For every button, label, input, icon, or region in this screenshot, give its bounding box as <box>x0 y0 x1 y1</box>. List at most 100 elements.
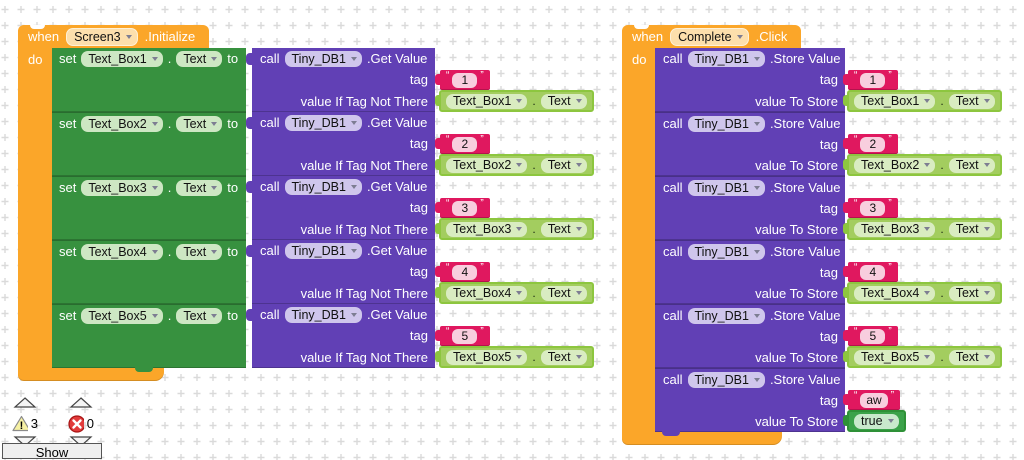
text-string-block[interactable]: “ 3 ” <box>843 198 898 218</box>
string-value[interactable]: 1 <box>860 72 886 88</box>
warnings-down-arrow[interactable] <box>13 436 37 447</box>
property-dropdown[interactable]: Text <box>176 243 223 260</box>
getter-component-dropdown[interactable]: Text_Box3 <box>446 221 528 237</box>
text-string-block[interactable]: “ 2 ” <box>843 134 898 154</box>
getter-property-dropdown[interactable]: Text <box>948 157 995 173</box>
component-dropdown[interactable]: Text_Box5 <box>81 307 163 324</box>
set-property-block[interactable]: set Text_Box2 . Text to <box>52 112 246 176</box>
getter-block[interactable]: Text_Box4 . Text <box>843 282 1002 304</box>
tinydb-getvalue-block[interactable]: call Tiny_DB1 .Get Value tag value If Ta… <box>246 48 435 112</box>
tinydb-getvalue-block[interactable]: call Tiny_DB1 .Get Value tag value If Ta… <box>246 112 435 176</box>
tinydb-dropdown[interactable]: Tiny_DB1 <box>284 178 362 195</box>
tinydb-dropdown[interactable]: Tiny_DB1 <box>284 306 362 323</box>
tinydb-storevalue-block[interactable]: call Tiny_DB1 .Store Value tag value To … <box>655 112 845 176</box>
component-dropdown[interactable]: Text_Box1 <box>81 50 163 67</box>
tinydb-storevalue-block[interactable]: call Tiny_DB1 .Store Value tag value To … <box>655 368 845 432</box>
getter-block[interactable]: Text_Box4 . Text <box>435 282 594 304</box>
tinydb-dropdown[interactable]: Tiny_DB1 <box>687 50 765 67</box>
component-dropdown[interactable]: Text_Box4 <box>81 243 163 260</box>
getter-component-dropdown[interactable]: Text_Box3 <box>854 221 936 237</box>
text-string-block[interactable]: “ 1 ” <box>843 70 898 90</box>
tinydb-dropdown[interactable]: Tiny_DB1 <box>687 115 765 132</box>
getter-property-dropdown[interactable]: Text <box>948 285 995 301</box>
string-value[interactable]: 1 <box>452 72 478 88</box>
tinydb-getvalue-block[interactable]: call Tiny_DB1 .Get Value tag value If Ta… <box>246 304 435 368</box>
component-dropdown[interactable]: Text_Box3 <box>81 179 163 196</box>
errors-down-arrow[interactable] <box>69 436 93 447</box>
getter-block[interactable]: Text_Box5 . Text <box>435 346 594 368</box>
boolean-dropdown[interactable]: true <box>854 413 899 429</box>
string-value[interactable]: 3 <box>860 200 886 216</box>
text-string-block[interactable]: “ aw ” <box>842 390 901 410</box>
string-value[interactable]: 5 <box>860 328 886 344</box>
getter-block[interactable]: Text_Box2 . Text <box>435 154 594 176</box>
tinydb-storevalue-block[interactable]: call Tiny_DB1 .Store Value tag value To … <box>655 304 845 368</box>
errors-up-arrow[interactable] <box>69 397 93 408</box>
text-string-block[interactable]: “ 2 ” <box>435 134 490 154</box>
string-value[interactable]: 4 <box>860 264 886 280</box>
property-dropdown[interactable]: Text <box>176 50 223 67</box>
tinydb-dropdown[interactable]: Tiny_DB1 <box>687 371 765 388</box>
property-dropdown[interactable]: Text <box>176 307 223 324</box>
getter-component-dropdown[interactable]: Text_Box4 <box>446 285 528 301</box>
getter-property-dropdown[interactable]: Text <box>540 349 587 365</box>
string-value[interactable]: 5 <box>452 328 478 344</box>
getter-block[interactable]: Text_Box1 . Text <box>843 90 1002 112</box>
event-component-dropdown[interactable]: Screen3 <box>66 27 138 46</box>
text-string-block[interactable]: “ 5 ” <box>435 326 490 346</box>
component-dropdown[interactable]: Text_Box2 <box>81 115 163 132</box>
getter-property-dropdown[interactable]: Text <box>948 221 995 237</box>
property-dropdown[interactable]: Text <box>176 179 223 196</box>
text-string-block[interactable]: “ 4 ” <box>435 262 490 282</box>
event-block-header[interactable]: when Complete .Click <box>622 25 802 48</box>
getter-block[interactable]: Text_Box3 . Text <box>435 218 594 240</box>
text-string-block[interactable]: “ 5 ” <box>843 326 898 346</box>
getter-component-dropdown[interactable]: Text_Box5 <box>446 349 528 365</box>
tinydb-dropdown[interactable]: Tiny_DB1 <box>687 179 765 196</box>
set-property-block[interactable]: set Text_Box5 . Text to <box>52 304 246 368</box>
getter-property-dropdown[interactable]: Text <box>540 93 587 109</box>
getter-property-dropdown[interactable]: Text <box>948 349 995 365</box>
getter-block[interactable]: Text_Box2 . Text <box>843 154 1002 176</box>
property-dropdown[interactable]: Text <box>176 115 223 132</box>
tinydb-getvalue-block[interactable]: call Tiny_DB1 .Get Value tag value If Ta… <box>246 240 435 304</box>
set-property-block[interactable]: set Text_Box1 . Text to <box>52 48 246 112</box>
text-string-block[interactable]: “ 3 ” <box>435 198 490 218</box>
getter-property-dropdown[interactable]: Text <box>540 285 587 301</box>
tinydb-storevalue-block[interactable]: call Tiny_DB1 .Store Value tag value To … <box>655 176 845 240</box>
getter-block[interactable]: Text_Box1 . Text <box>435 90 594 112</box>
getter-block[interactable]: Text_Box3 . Text <box>843 218 1002 240</box>
event-block-header[interactable]: when Screen3 .Initialize <box>18 25 210 48</box>
tinydb-getvalue-block[interactable]: call Tiny_DB1 .Get Value tag value If Ta… <box>246 176 435 240</box>
tinydb-dropdown[interactable]: Tiny_DB1 <box>687 243 765 260</box>
when-complete-click-stack[interactable]: when Complete .Click do call Tiny_DB1 .S… <box>622 25 1007 445</box>
tinydb-dropdown[interactable]: Tiny_DB1 <box>284 114 362 131</box>
getter-component-dropdown[interactable]: Text_Box5 <box>854 349 936 365</box>
getter-property-dropdown[interactable]: Text <box>948 93 995 109</box>
text-string-block[interactable]: “ 1 ” <box>435 70 490 90</box>
set-property-block[interactable]: set Text_Box3 . Text to <box>52 176 246 240</box>
getter-component-dropdown[interactable]: Text_Box1 <box>446 93 528 109</box>
text-string-block[interactable]: “ 4 ” <box>843 262 898 282</box>
tinydb-dropdown[interactable]: Tiny_DB1 <box>284 242 362 259</box>
when-screen3-initialize-stack[interactable]: when Screen3 .Initialize do set Text_Box… <box>18 25 608 381</box>
tinydb-dropdown[interactable]: Tiny_DB1 <box>687 307 765 324</box>
getter-block[interactable]: Text_Box5 . Text <box>843 346 1002 368</box>
string-value[interactable]: 4 <box>452 264 478 280</box>
tinydb-dropdown[interactable]: Tiny_DB1 <box>284 50 362 67</box>
warnings-up-arrow[interactable] <box>13 397 37 408</box>
string-value[interactable]: 2 <box>452 136 478 152</box>
getter-component-dropdown[interactable]: Text_Box4 <box>854 285 936 301</box>
getter-component-dropdown[interactable]: Text_Box2 <box>854 157 936 173</box>
string-value[interactable]: aw <box>860 392 888 408</box>
getter-property-dropdown[interactable]: Text <box>540 221 587 237</box>
event-component-dropdown[interactable]: Complete <box>670 27 749 46</box>
tinydb-storevalue-block[interactable]: call Tiny_DB1 .Store Value tag value To … <box>655 240 845 304</box>
getter-component-dropdown[interactable]: Text_Box1 <box>854 93 936 109</box>
set-property-block[interactable]: set Text_Box4 . Text to <box>52 240 246 304</box>
tinydb-storevalue-block[interactable]: call Tiny_DB1 .Store Value tag value To … <box>655 48 845 112</box>
getter-property-dropdown[interactable]: Text <box>540 157 587 173</box>
string-value[interactable]: 2 <box>860 136 886 152</box>
show-warnings-button[interactable]: Show Warnings <box>2 443 102 460</box>
